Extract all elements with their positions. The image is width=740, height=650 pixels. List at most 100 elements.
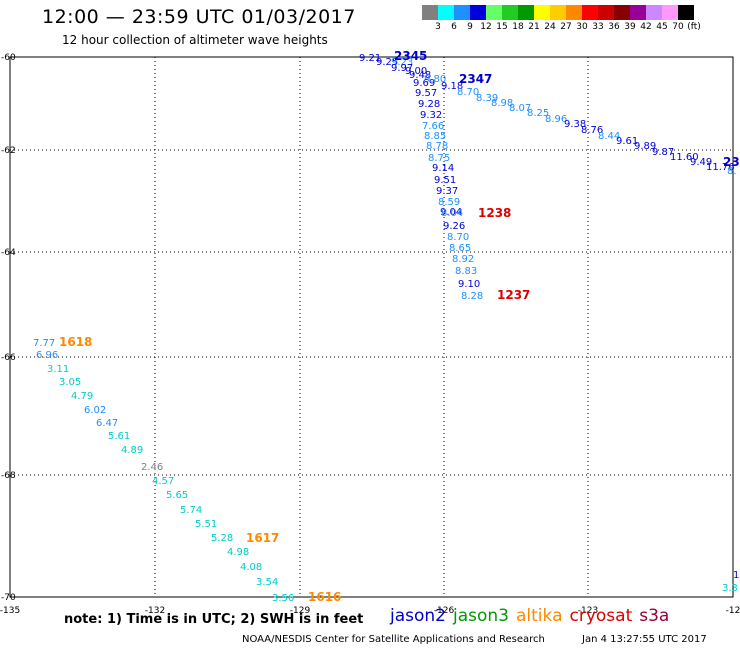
wave-height-value: 9.51 xyxy=(434,175,456,186)
wave-height-value: 3.54 xyxy=(256,577,278,588)
wave-height-value: 8. xyxy=(727,166,737,177)
latitude-label: -60 xyxy=(1,53,16,63)
wave-height-value: 2.46 xyxy=(141,462,163,473)
legend-swatch xyxy=(502,5,518,20)
pass-time-label: 2347 xyxy=(459,72,492,86)
wave-height-value: 8.70 xyxy=(457,87,479,98)
latitude-label: -70 xyxy=(1,593,16,603)
wave-height-value: 3.05 xyxy=(59,377,81,388)
legend-swatch xyxy=(598,5,614,20)
longitude-label: -132 xyxy=(145,606,165,616)
legend-swatch xyxy=(486,5,502,20)
wave-height-value: 8.92 xyxy=(452,254,474,265)
wave-height-value: 9.25 xyxy=(376,57,398,68)
wave-height-value: 8.78 xyxy=(426,141,448,152)
wave-height-value: 5.65 xyxy=(166,490,188,501)
longitude-label: -12 xyxy=(726,606,740,616)
wave-height-value: 4.89 xyxy=(121,445,143,456)
pass-time-label: 1617 xyxy=(246,531,279,545)
pass-time-label: 1237 xyxy=(497,288,530,302)
pass-time-label: 1616 xyxy=(308,590,341,604)
wave-height-value: 8.85 xyxy=(424,131,446,142)
pass-time-label: 2345 xyxy=(394,49,427,63)
legend-swatch xyxy=(662,5,678,20)
legend-label: 39 xyxy=(624,22,636,32)
wave-height-value: 3.11 xyxy=(47,364,69,375)
wave-height-value: 7.77 xyxy=(33,338,55,349)
legend-swatch xyxy=(454,5,470,20)
wave-height-value: 8.98 xyxy=(491,98,513,109)
wave-height-value: 6.02 xyxy=(84,405,106,416)
legend-label: 42 xyxy=(640,22,652,32)
latitude-label: -66 xyxy=(1,353,16,363)
wave-height-value: 8.70 xyxy=(447,232,469,243)
wave-height-value: 8.25 xyxy=(527,108,549,119)
wave-height-value: 9.28 xyxy=(418,99,440,110)
longitude-label: -126 xyxy=(434,606,455,616)
legend-swatch xyxy=(550,5,566,20)
footer-note: note: 1) Time is in UTC; 2) SWH is in fe… xyxy=(64,612,364,627)
wave-height-value: 4.57 xyxy=(152,476,174,487)
legend-swatch xyxy=(678,5,694,20)
latitude-label: -68 xyxy=(1,471,16,481)
satellite-legend: jason2 jason3 altika cryosat s3a xyxy=(390,606,676,626)
legend-label: 12 xyxy=(480,22,492,32)
legend-swatch xyxy=(438,5,454,20)
page-title: 12:00 — 23:59 UTC 01/03/2017 xyxy=(42,6,356,28)
wave-height-value: 4.98 xyxy=(227,547,249,558)
wave-height-value: 9.21 xyxy=(359,53,381,64)
legend-label: 9 xyxy=(467,22,473,32)
wave-height-value: 6.47 xyxy=(96,418,118,429)
satellite-s3a: s3a xyxy=(639,606,670,626)
legend-label: 15 xyxy=(496,22,508,32)
wave-height-value: 1 xyxy=(733,570,739,581)
wave-height-value: 8.44 xyxy=(598,131,620,142)
legend-swatch xyxy=(470,5,486,20)
wave-height-value: 9.48 xyxy=(409,70,431,81)
legend-swatch xyxy=(630,5,646,20)
wave-height-value: 9.37 xyxy=(436,186,458,197)
wave-height-value: 9.89 xyxy=(634,141,656,152)
wave-height-value: 9.32 xyxy=(420,110,442,121)
pass-time-label: 1618 xyxy=(59,335,92,349)
wave-height-value: 4.79 xyxy=(71,391,93,402)
satellite-jason3: jason3 xyxy=(453,606,509,626)
legend-swatch xyxy=(422,5,438,20)
wave-height-value: 9.14 xyxy=(432,163,454,174)
legend-swatch xyxy=(582,5,598,20)
generated-timestamp: Jan 4 13:27:55 UTC 2017 xyxy=(582,634,707,645)
wave-height-value: 9.57 xyxy=(415,88,437,99)
page-subtitle: 12 hour collection of altimeter wave hei… xyxy=(62,33,328,47)
wave-height-value: 5.51 xyxy=(195,519,217,530)
wave-height-value: 8.75 xyxy=(428,153,450,164)
legend-label: 30 xyxy=(576,22,588,32)
satellite-altika: altika xyxy=(516,606,563,626)
wave-height-value: 9.18 xyxy=(441,81,463,92)
legend-label: 45 xyxy=(656,22,668,32)
legend-label: 18 xyxy=(512,22,524,32)
credit-text: NOAA/NESDIS Center for Satellite Applica… xyxy=(242,634,545,645)
wave-height-value: 8.07 xyxy=(509,103,531,114)
wave-height-value: 11.76 xyxy=(706,162,735,173)
wave-height-value: 9.00 xyxy=(405,66,427,77)
wave-height-value: 8.76 xyxy=(581,125,603,136)
satellite-cryosat: cryosat xyxy=(569,606,633,626)
legend-label: 6 xyxy=(451,22,457,32)
wave-height-value: 9.61 xyxy=(616,136,638,147)
wave-height-value: 8.28 xyxy=(461,291,483,302)
wave-height-value: 4.08 xyxy=(240,562,262,573)
wave-height-value: 9.38 xyxy=(564,119,586,130)
wave-height-value: 9.69 xyxy=(413,78,435,89)
wave-height-value: 9.10 xyxy=(458,279,480,290)
wave-height-value: 3.56 xyxy=(272,593,294,604)
wave-height-value: 3.3 xyxy=(722,583,738,594)
satellite-jason2: jason2 xyxy=(390,606,446,626)
legend-swatch xyxy=(614,5,630,20)
wave-height-value: 9.80 xyxy=(424,74,446,85)
longitude-label: -135 xyxy=(0,606,20,616)
wave-height-value: 5.74 xyxy=(180,505,202,516)
wave-height-value: 9.87 xyxy=(652,147,674,158)
wave-height-value: 8.65 xyxy=(449,243,471,254)
legend-label: 27 xyxy=(560,22,572,32)
